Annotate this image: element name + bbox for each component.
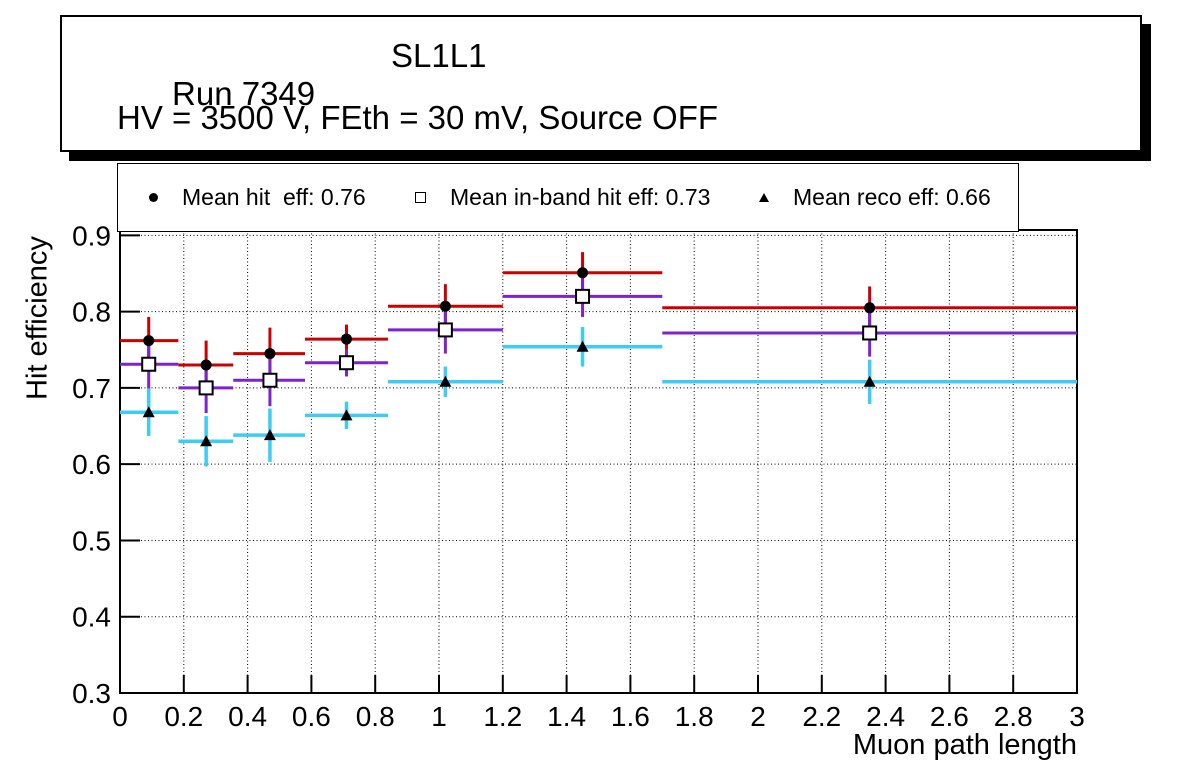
- mean-reco-eff-marker: [863, 375, 876, 387]
- legend: Mean hit eff: 0.76 Mean in-band hit eff:…: [117, 163, 1019, 232]
- filled-triangle-icon: [759, 193, 769, 202]
- x-tick-label: 1.4: [547, 701, 586, 732]
- x-tick-label: 2: [750, 701, 766, 732]
- mean-in-band-hit-eff-marker: [862, 325, 878, 341]
- x-tick-label: 0.6: [292, 701, 331, 732]
- chamber-label: SL1L1: [391, 37, 487, 74]
- mean-reco-eff-marker: [142, 406, 155, 418]
- mean-reco-eff-marker: [439, 375, 452, 387]
- x-tick-label: 3: [1069, 701, 1085, 732]
- legend-label-reco: Mean reco eff: 0.66: [793, 184, 991, 210]
- x-tick-label: 1.8: [675, 701, 714, 732]
- mean-in-band-hit-eff-marker: [338, 355, 354, 371]
- mean-hit-eff-marker: [864, 302, 876, 314]
- mean-in-band-hit-eff-marker: [262, 372, 278, 388]
- mean-reco-eff-marker: [263, 429, 276, 441]
- open-square-icon: [415, 192, 426, 203]
- y-tick-label: 0.5: [72, 525, 111, 556]
- y-tick-label: 0.4: [72, 602, 111, 633]
- y-tick-label: 0.7: [72, 373, 111, 404]
- x-tick-label: 1.6: [611, 701, 650, 732]
- mean-in-band-hit-eff-marker: [198, 380, 214, 396]
- mean-hit-eff-marker: [439, 300, 451, 312]
- x-tick-label: 0.8: [356, 701, 395, 732]
- mean-reco-eff-marker: [340, 409, 353, 421]
- y-tick-label: 0.6: [72, 449, 111, 480]
- x-tick-label: 1: [431, 701, 447, 732]
- mean-hit-eff-marker: [264, 348, 276, 360]
- mean-hit-eff-marker: [340, 333, 352, 345]
- x-tick-label: 0.4: [228, 701, 267, 732]
- filled-circle-icon: [149, 193, 158, 202]
- y-tick-label: 0.8: [72, 297, 111, 328]
- x-axis-title: Muon path length: [852, 729, 1077, 761]
- legend-entry-reco: Mean reco eff: 0.66: [759, 164, 991, 231]
- y-tick-label: 0.3: [72, 678, 111, 709]
- title-box: Run 7349 SL1L1 HV = 3500 V, FEth = 30 mV…: [60, 15, 1142, 152]
- x-tick-label: 2.4: [866, 701, 905, 732]
- mean-reco-eff-marker: [200, 435, 213, 447]
- legend-label-in-band: Mean in-band hit eff: 0.73: [450, 184, 711, 210]
- conditions-label: HV = 3500 V, FEth = 30 mV, Source OFF: [117, 99, 719, 136]
- x-tick-label: 0: [112, 701, 128, 732]
- mean-reco-eff-marker: [576, 340, 589, 352]
- mean-in-band-hit-eff-marker: [141, 356, 157, 372]
- legend-label-hit: Mean hit eff: 0.76: [182, 184, 366, 210]
- y-tick-label: 0.9: [72, 220, 111, 251]
- mean-hit-eff-marker: [200, 359, 212, 371]
- mean-in-band-hit-eff-marker: [575, 288, 591, 304]
- title-line-1: Run 7349 SL1L1: [117, 37, 486, 189]
- mean-hit-eff-marker: [577, 267, 589, 279]
- run-label: Run 7349: [172, 75, 316, 112]
- mean-hit-eff-marker: [143, 335, 155, 347]
- legend-entry-hit: Mean hit eff: 0.76: [149, 164, 366, 231]
- x-tick-label: 2.2: [802, 701, 841, 732]
- mean-in-band-hit-eff-marker: [437, 322, 453, 338]
- x-tick-label: 0.2: [164, 701, 203, 732]
- plot-frame: [119, 229, 1078, 694]
- x-tick-label: 2.6: [930, 701, 969, 732]
- legend-entry-in-band: Mean in-band hit eff: 0.73: [415, 164, 710, 231]
- x-tick-label: 2.8: [994, 701, 1033, 732]
- x-tick-label: 1.2: [483, 701, 522, 732]
